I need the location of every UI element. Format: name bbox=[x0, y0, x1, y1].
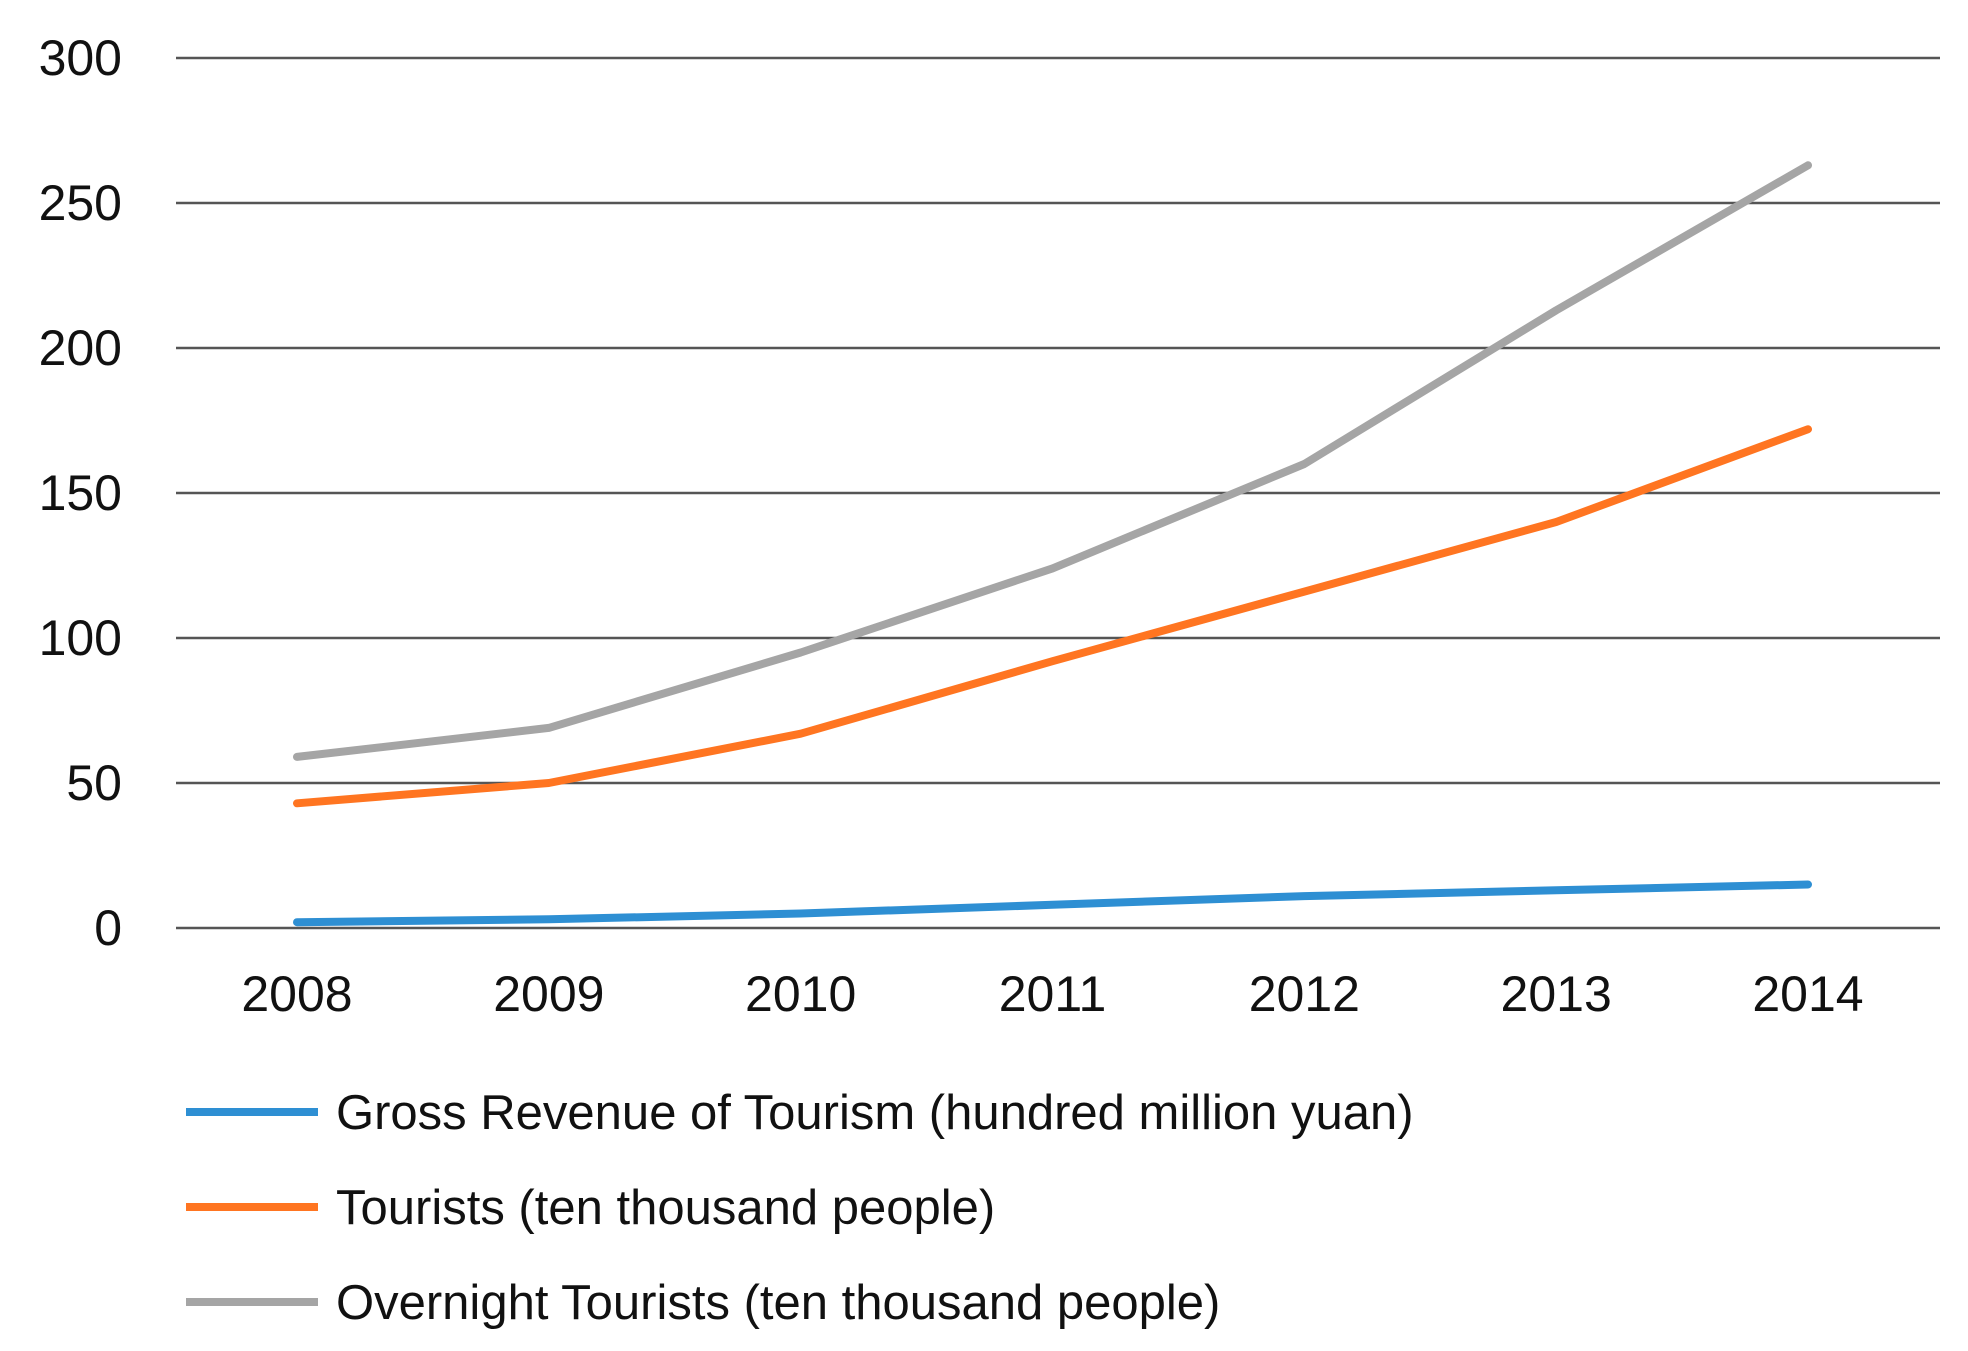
legend-label-3: Overnight Tourists (ten thousand people) bbox=[336, 1276, 1220, 1330]
x-tick-label: 2014 bbox=[1752, 966, 1863, 1022]
y-tick-label: 250 bbox=[39, 175, 122, 231]
x-tick-label: 2008 bbox=[241, 966, 352, 1022]
legend-label-2: Tourists (ten thousand people) bbox=[336, 1181, 995, 1235]
y-tick-label: 200 bbox=[39, 320, 122, 376]
series-line-1 bbox=[293, 880, 1812, 927]
y-axis-tick-labels: 0 50 100 150 200 250 300 bbox=[39, 30, 122, 956]
x-tick-label: 2013 bbox=[1501, 966, 1612, 1022]
x-axis-tick-labels: 2008 2009 2010 2011 2012 2013 2014 bbox=[241, 966, 1863, 1022]
y-tick-label: 150 bbox=[39, 465, 122, 521]
y-tick-label: 100 bbox=[39, 610, 122, 666]
x-tick-label: 2010 bbox=[745, 966, 856, 1022]
x-tick-label: 2011 bbox=[999, 966, 1107, 1022]
legend-label-1: Gross Revenue of Tourism (hundred millio… bbox=[336, 1086, 1414, 1140]
x-tick-label: 2009 bbox=[493, 966, 604, 1022]
x-tick-label: 2012 bbox=[1249, 966, 1360, 1022]
y-tick-label: 50 bbox=[66, 755, 122, 811]
y-tick-label: 300 bbox=[39, 30, 122, 86]
series-line-2 bbox=[293, 425, 1812, 808]
legend: Gross Revenue of Tourism (hundred millio… bbox=[186, 1086, 1414, 1330]
series-line-3 bbox=[293, 161, 1812, 761]
gridlines bbox=[176, 56, 1940, 930]
series-lines bbox=[293, 161, 1812, 927]
y-tick-label: 0 bbox=[94, 900, 122, 956]
